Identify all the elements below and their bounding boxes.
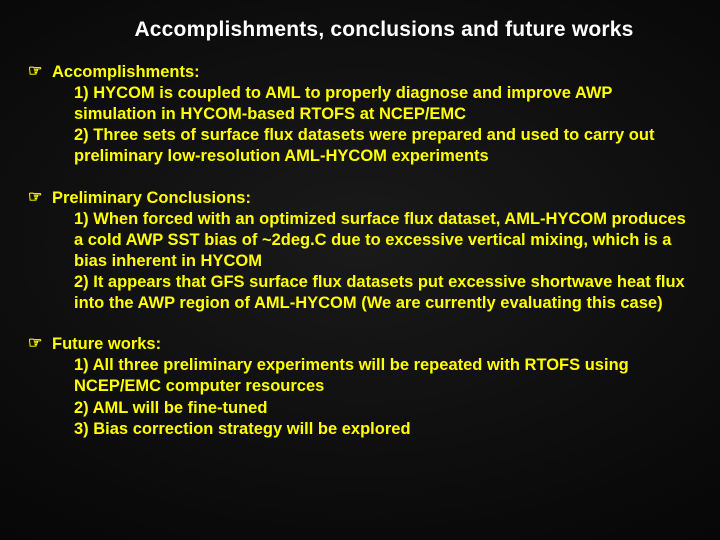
section-heading: Future works: xyxy=(52,334,692,355)
list-item: 2) Three sets of surface flux datasets w… xyxy=(74,125,692,167)
section-head: ☞ Future works: xyxy=(28,334,692,355)
section-items: 1) All three preliminary experiments wil… xyxy=(74,355,692,439)
section-heading: Preliminary Conclusions: xyxy=(52,188,692,209)
section-head: ☞ Accomplishments: xyxy=(28,62,692,83)
list-item: 2) AML will be fine-tuned xyxy=(74,398,692,419)
section-accomplishments: ☞ Accomplishments: 1) HYCOM is coupled t… xyxy=(28,62,692,168)
pointing-hand-icon: ☞ xyxy=(28,334,52,355)
section-heading: Accomplishments: xyxy=(52,62,692,83)
list-item: 1) All three preliminary experiments wil… xyxy=(74,355,692,397)
list-item: 3) Bias correction strategy will be expl… xyxy=(74,419,692,440)
slide: Accomplishments, conclusions and future … xyxy=(0,0,720,540)
list-item: 1) When forced with an optimized surface… xyxy=(74,209,692,272)
pointing-hand-icon: ☞ xyxy=(28,188,52,209)
section-items: 1) When forced with an optimized surface… xyxy=(74,209,692,315)
list-item: 1) HYCOM is coupled to AML to properly d… xyxy=(74,83,692,125)
slide-title: Accomplishments, conclusions and future … xyxy=(76,18,692,42)
list-item: 2) It appears that GFS surface flux data… xyxy=(74,272,692,314)
section-items: 1) HYCOM is coupled to AML to properly d… xyxy=(74,83,692,167)
section-future-works: ☞ Future works: 1) All three preliminary… xyxy=(28,334,692,440)
pointing-hand-icon: ☞ xyxy=(28,62,52,83)
section-conclusions: ☞ Preliminary Conclusions: 1) When force… xyxy=(28,188,692,315)
section-head: ☞ Preliminary Conclusions: xyxy=(28,188,692,209)
